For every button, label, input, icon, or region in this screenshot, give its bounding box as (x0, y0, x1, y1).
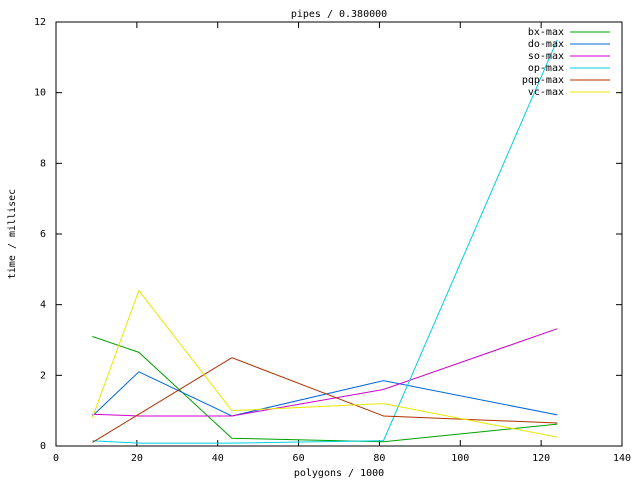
x-tick-label: 120 (532, 453, 550, 464)
x-tick-label: 20 (131, 453, 143, 464)
x-tick-label: 60 (293, 453, 305, 464)
y-axis-label: time / millisec (7, 189, 18, 279)
series-line (92, 335, 558, 443)
y-tick-label: 12 (34, 17, 46, 28)
series-line (92, 357, 558, 443)
series-line (92, 39, 558, 444)
y-tick-label: 4 (40, 300, 46, 311)
y-tick-label: 2 (40, 370, 46, 381)
series-line (91, 289, 558, 438)
x-tick-label: 40 (212, 453, 224, 464)
series-line (92, 328, 558, 417)
y-tick-label: 0 (40, 441, 46, 452)
legend-label: bx-max (528, 27, 564, 38)
y-tick-label: 6 (40, 229, 46, 240)
legend-label: vc-max (528, 87, 564, 98)
y-tick-label: 8 (40, 158, 46, 169)
legend-label: pqp-max (522, 75, 564, 86)
chart-title: pipes / 0.380000 (291, 9, 387, 20)
legend-label: so-max (528, 51, 564, 62)
legend-label: op-max (528, 63, 564, 74)
x-tick-label: 100 (451, 453, 469, 464)
x-tick-label: 140 (613, 453, 631, 464)
x-tick-label: 80 (373, 453, 385, 464)
x-axis-label: polygons / 1000 (294, 468, 384, 479)
x-tick-label: 0 (53, 453, 59, 464)
y-tick-label: 10 (34, 88, 46, 99)
legend-label: do-max (528, 39, 564, 50)
